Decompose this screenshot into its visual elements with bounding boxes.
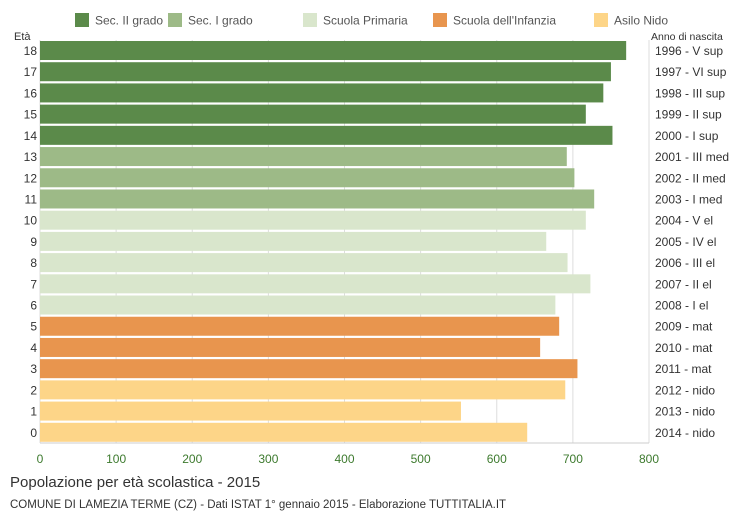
bar-age-9 <box>40 231 547 251</box>
age-label-3: 3 <box>30 362 37 376</box>
age-label-14: 14 <box>24 129 38 143</box>
legend-label-0: Sec. II grado <box>95 14 163 28</box>
x-tick-200: 200 <box>182 452 202 466</box>
chart-title: Popolazione per età scolastica - 2015 <box>10 474 261 491</box>
x-tick-500: 500 <box>411 452 431 466</box>
bar-age-17 <box>40 62 611 82</box>
birth-label-6: 2008 - I el <box>655 299 708 313</box>
bar-age-1 <box>40 401 461 421</box>
birth-label-12: 2002 - II med <box>655 171 726 185</box>
left-axis-label: Età <box>14 31 31 43</box>
birth-label-3: 2011 - mat <box>655 362 712 376</box>
bar-age-3 <box>40 359 578 379</box>
bar-age-6 <box>40 295 556 315</box>
birth-label-15: 1999 - II sup <box>655 108 722 122</box>
age-label-10: 10 <box>24 214 38 228</box>
legend-swatch-4 <box>594 13 608 27</box>
age-label-12: 12 <box>24 171 38 185</box>
bar-age-5 <box>40 316 560 336</box>
age-label-18: 18 <box>24 44 38 58</box>
age-label-11: 11 <box>25 192 38 206</box>
age-label-9: 9 <box>30 235 37 249</box>
bar-age-4 <box>40 337 541 357</box>
x-tick-400: 400 <box>334 452 354 466</box>
legend-label-1: Sec. I grado <box>188 14 253 28</box>
birth-label-1: 2013 - nido <box>655 405 715 419</box>
chart: Sec. II grado Sec. I grado Scuola Primaria… <box>14 13 729 466</box>
age-label-0: 0 <box>30 426 37 440</box>
age-label-15: 15 <box>24 108 38 122</box>
legend-swatch-1 <box>168 13 182 27</box>
age-label-2: 2 <box>30 383 37 397</box>
x-tick-300: 300 <box>258 452 278 466</box>
bar-age-15 <box>40 104 586 124</box>
legend-label-3: Scuola dell'Infanzia <box>453 14 556 28</box>
x-tick-0: 0 <box>37 452 44 466</box>
bar-age-18 <box>40 41 627 61</box>
birth-label-4: 2010 - mat <box>655 341 713 355</box>
birth-label-18: 1996 - V sup <box>655 44 723 58</box>
age-label-4: 4 <box>30 341 37 355</box>
bar-age-2 <box>40 380 566 400</box>
legend-label-2: Scuola Primaria <box>323 14 408 28</box>
right-axis-label: Anno di nascita <box>651 31 723 43</box>
legend: Sec. II grado Sec. I grado Scuola Primaria… <box>75 13 668 28</box>
birth-label-8: 2006 - III el <box>655 256 715 270</box>
bar-age-16 <box>40 83 604 103</box>
birth-label-9: 2005 - IV el <box>655 235 716 249</box>
bar-age-10 <box>40 210 586 230</box>
x-tick-800: 800 <box>639 452 659 466</box>
birth-label-5: 2009 - mat <box>655 320 713 334</box>
age-label-6: 6 <box>30 299 37 313</box>
age-label-1: 1 <box>30 405 37 419</box>
legend-swatch-0 <box>75 13 89 27</box>
chart-source: COMUNE DI LAMEZIA TERME (CZ) - Dati ISTA… <box>10 499 507 511</box>
age-label-8: 8 <box>30 256 37 270</box>
birth-label-13: 2001 - III med <box>655 150 729 164</box>
birth-label-11: 2003 - I med <box>655 192 722 206</box>
age-label-16: 16 <box>24 86 38 100</box>
x-tick-700: 700 <box>563 452 583 466</box>
birth-label-14: 2000 - I sup <box>655 129 719 143</box>
x-tick-100: 100 <box>106 452 126 466</box>
bar-age-8 <box>40 253 568 273</box>
birth-label-10: 2004 - V el <box>655 214 713 228</box>
birth-label-16: 1998 - III sup <box>655 86 725 100</box>
age-label-5: 5 <box>30 320 37 334</box>
bar-age-0 <box>40 422 528 442</box>
x-tick-600: 600 <box>487 452 507 466</box>
birth-year-tick-labels: 1996 - V sup 1997 - VI sup 1998 - III sup 1… <box>655 44 729 440</box>
age-label-17: 17 <box>24 65 38 79</box>
birth-label-7: 2007 - II el <box>655 277 712 291</box>
x-tick-labels: 0 100 200 300 400 500 600 700 800 <box>37 452 660 466</box>
bars <box>40 41 627 442</box>
legend-swatch-3 <box>433 13 447 27</box>
bar-age-11 <box>40 189 595 209</box>
bar-age-7 <box>40 274 591 294</box>
birth-label-0: 2014 - nido <box>655 426 715 440</box>
legend-label-4: Asilo Nido <box>614 14 668 28</box>
age-label-13: 13 <box>24 150 38 164</box>
bar-age-13 <box>40 147 567 167</box>
age-label-7: 7 <box>30 277 37 291</box>
bar-age-14 <box>40 125 613 145</box>
birth-label-2: 2012 - nido <box>655 383 715 397</box>
birth-label-17: 1997 - VI sup <box>655 65 727 79</box>
bar-age-12 <box>40 168 575 188</box>
legend-swatch-2 <box>303 13 317 27</box>
